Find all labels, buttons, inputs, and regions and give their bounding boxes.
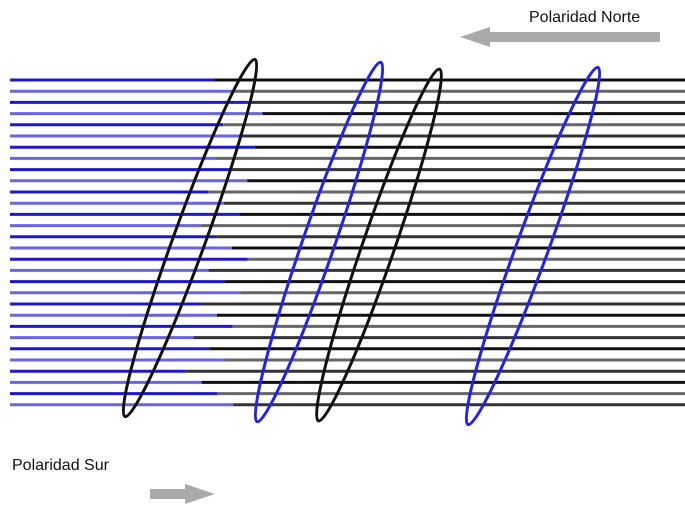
south-arrow (150, 484, 215, 504)
coil-ellipse (253, 60, 385, 424)
coil-ellipse (464, 65, 602, 427)
coil-ellipse (121, 57, 259, 419)
north-arrow (460, 27, 660, 47)
coil-ellipse (315, 67, 443, 423)
south-label: Polaridad Sur (12, 457, 110, 474)
coils (121, 57, 602, 427)
wires (10, 78, 685, 407)
north-label: Polaridad Norte (529, 9, 640, 26)
